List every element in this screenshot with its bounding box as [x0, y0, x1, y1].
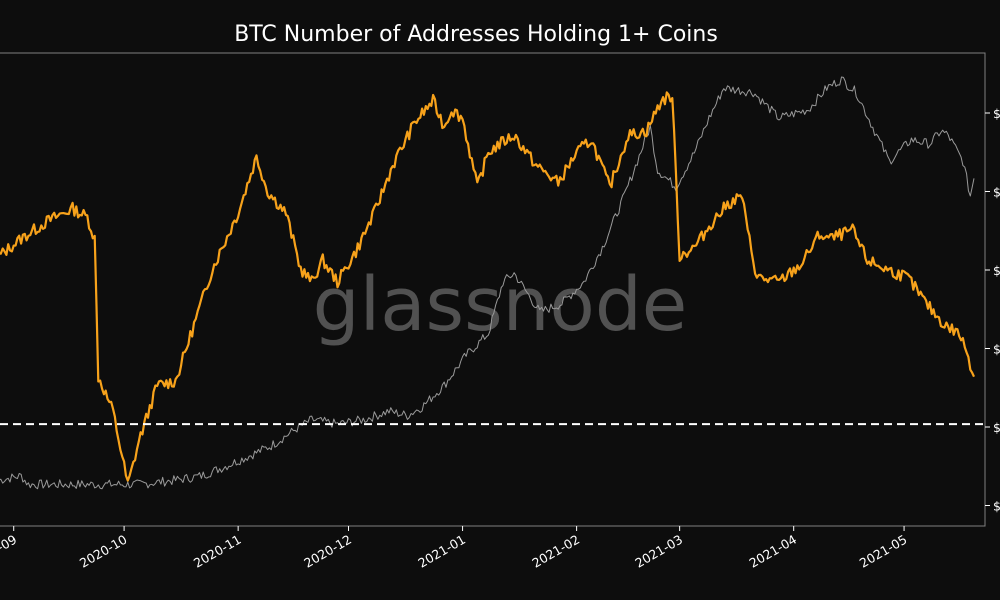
right-tick-label: $ — [993, 420, 1000, 435]
plot-frame — [0, 52, 986, 527]
price-series-line — [0, 76, 975, 490]
series-layer — [0, 76, 975, 490]
right-tick-label: $ — [993, 263, 1000, 278]
addresses-series-line — [0, 91, 975, 482]
chart-title: BTC Number of Addresses Holding 1+ Coins — [234, 22, 718, 47]
right-tick-label: $ — [993, 342, 1000, 357]
right-tick-label: $ — [993, 499, 1000, 514]
watermark: glassnode — [313, 262, 688, 348]
right-tick-label: $ — [993, 106, 1000, 121]
right-tick-label: $ — [993, 185, 1000, 200]
